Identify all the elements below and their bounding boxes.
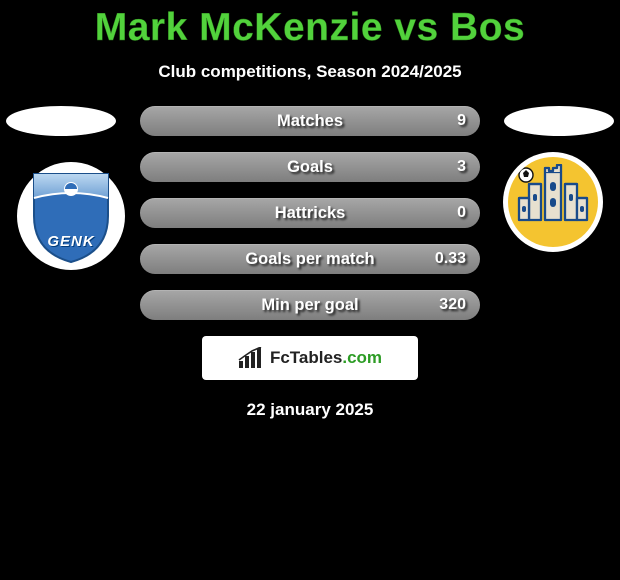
stat-label: Goals per match: [140, 244, 480, 274]
stat-value: 0.33: [435, 244, 466, 274]
westerlo-shield-icon: [508, 157, 598, 247]
stat-label: Min per goal: [140, 290, 480, 320]
genk-shield-icon: GENK: [30, 168, 112, 264]
stat-label: Matches: [140, 106, 480, 136]
stats-rows: Matches 9 Goals 3 Hattricks 0 Goals per …: [140, 106, 480, 320]
player-photo-left-placeholder: [6, 106, 116, 136]
comparison-stage: GENK: [0, 106, 620, 420]
stat-row-min-per-goal: Min per goal 320: [140, 290, 480, 320]
stat-value: 320: [439, 290, 466, 320]
stat-row-matches: Matches 9: [140, 106, 480, 136]
stat-value: 0: [457, 198, 466, 228]
club-badge-right: [503, 152, 603, 252]
stat-row-goals: Goals 3: [140, 152, 480, 182]
player-photo-right-placeholder: [504, 106, 614, 136]
brand-plate: FcTables.com: [202, 336, 418, 380]
stat-label: Goals: [140, 152, 480, 182]
stat-value: 9: [457, 106, 466, 136]
stat-value: 3: [457, 152, 466, 182]
subtitle: Club competitions, Season 2024/2025: [0, 62, 620, 82]
chart-icon: [238, 347, 264, 369]
brand-text-right: .com: [342, 348, 382, 367]
stat-row-goals-per-match: Goals per match 0.33: [140, 244, 480, 274]
footer-date: 22 january 2025: [0, 400, 620, 420]
page-title: Mark McKenzie vs Bos: [0, 0, 620, 50]
stat-row-hattricks: Hattricks 0: [140, 198, 480, 228]
stat-label: Hattricks: [140, 198, 480, 228]
brand-text: FcTables.com: [270, 348, 382, 368]
brand-text-left: FcTables: [270, 348, 342, 367]
genk-badge-text: GENK: [30, 233, 112, 250]
club-badge-left: GENK: [17, 162, 125, 270]
